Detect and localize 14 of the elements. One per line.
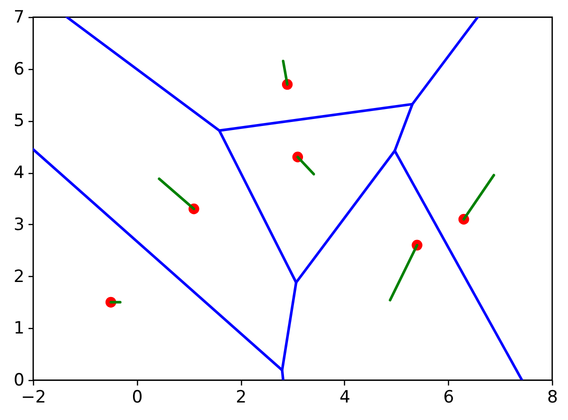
x-tick-label: −2 [20,388,46,408]
y-tick-label: 2 [14,266,24,287]
y-tick-label: 3 [14,214,24,235]
x-tick-label: 4 [339,388,350,408]
x-tick-label: 0 [132,388,143,408]
x-tick-label: 6 [443,388,454,408]
y-tick-label: 5 [14,111,24,132]
x-tick-label: 8 [547,388,558,408]
x-tick-label: 2 [236,388,247,408]
y-tick-label: 4 [14,163,24,184]
y-tick-label: 0 [14,370,24,390]
y-tick-label: 1 [14,318,24,339]
y-tick-label: 7 [14,8,24,28]
y-tick-label: 6 [14,59,24,80]
